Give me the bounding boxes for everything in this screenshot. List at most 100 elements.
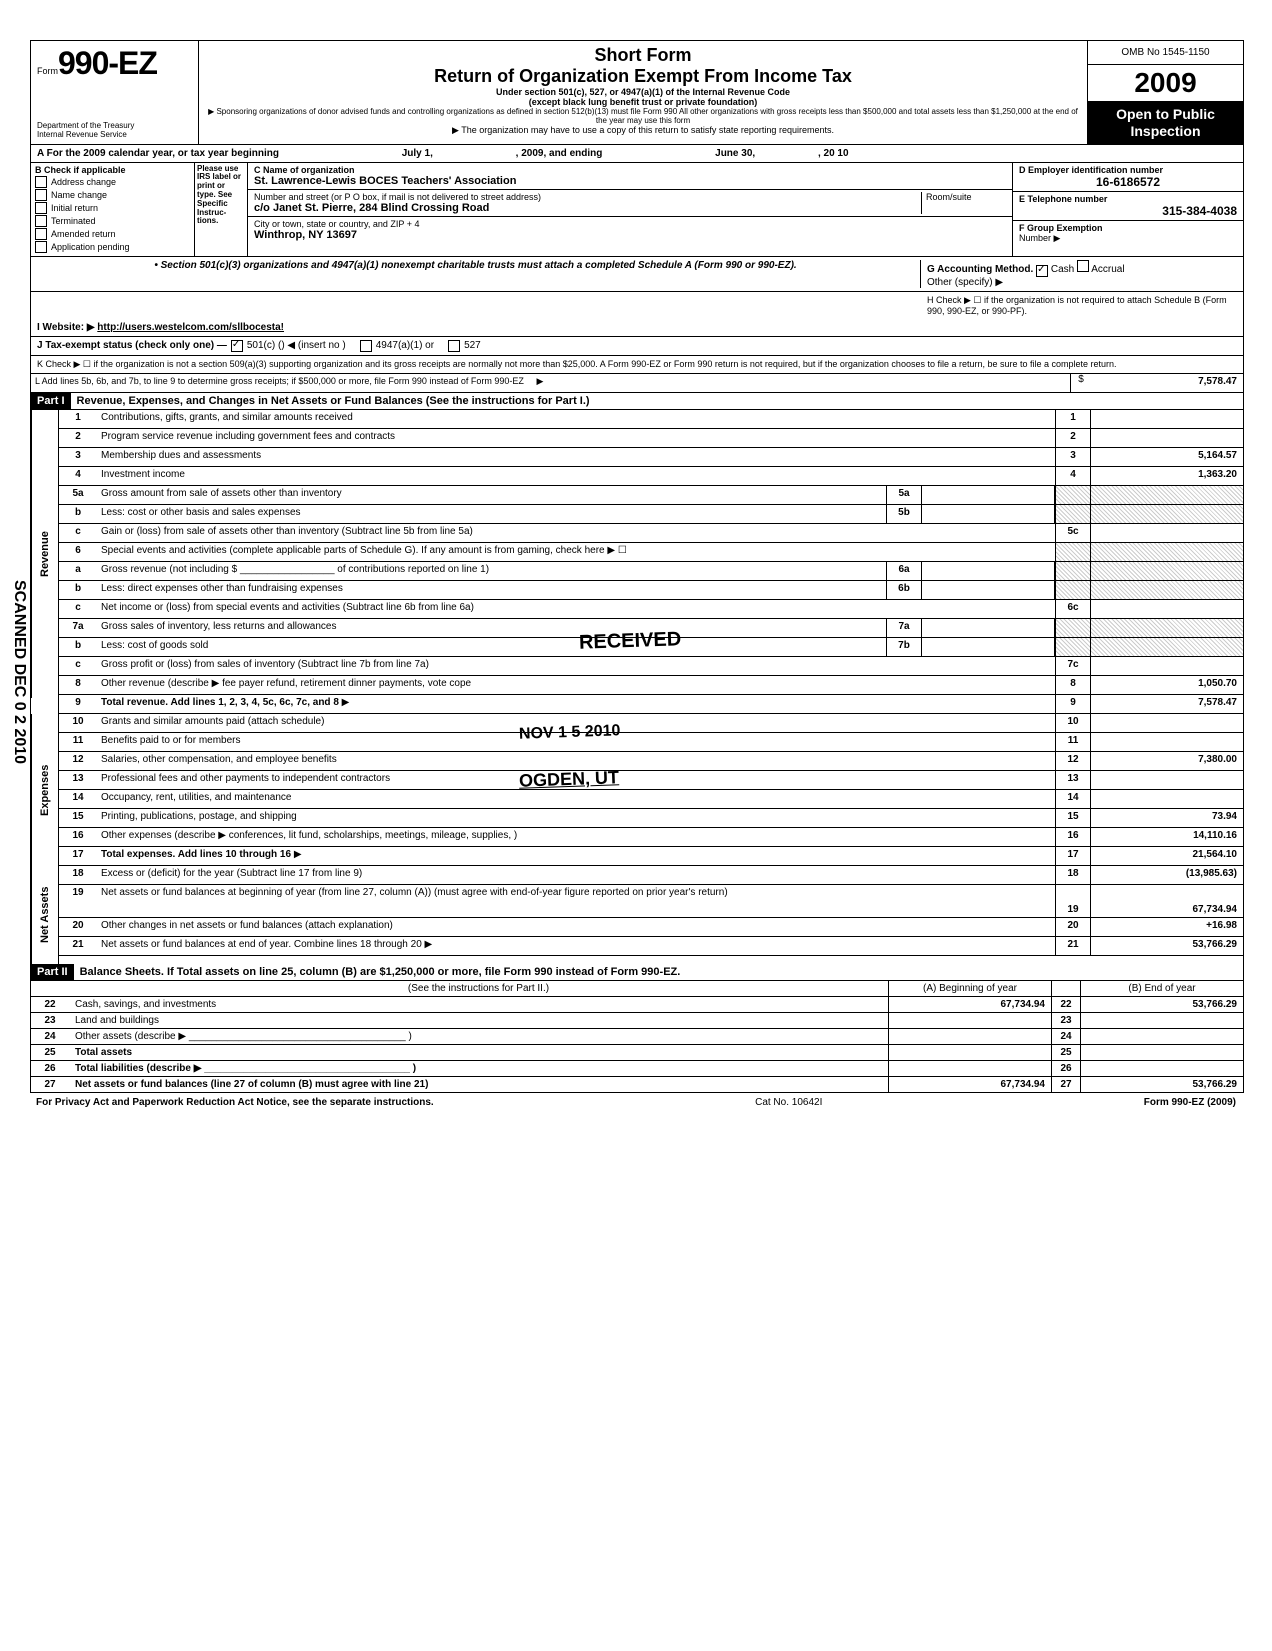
phone: 315-384-4038 <box>1019 204 1237 218</box>
line-7a: Gross sales of inventory, less returns a… <box>97 619 886 637</box>
line-5c: Gain or (loss) from sale of assets other… <box>97 524 1055 542</box>
phone-label: E Telephone number <box>1019 194 1237 204</box>
line-25: Total assets <box>69 1045 888 1060</box>
section-de: D Employer identification number 16-6186… <box>1012 163 1243 256</box>
ein-label: D Employer identification number <box>1019 165 1237 175</box>
section-b: B Check if applicable Address change Nam… <box>31 163 195 256</box>
section-g: G Accounting Method. Cash Accrual Other … <box>920 260 1237 288</box>
line-6c: Net income or (loss) from special events… <box>97 600 1055 618</box>
line-18: Excess or (deficit) for the year (Subtra… <box>97 866 1055 884</box>
part2-title: Balance Sheets. If Total assets on line … <box>74 964 1243 980</box>
header-right: OMB No 1545-1150 2009 Open to Public Ins… <box>1087 41 1243 144</box>
open-public: Open to Public Inspection <box>1088 102 1243 144</box>
line-14: Occupancy, rent, utilities, and maintena… <box>97 790 1055 808</box>
title-main: Return of Organization Exempt From Incom… <box>207 66 1079 87</box>
col-b-header: (B) End of year <box>1080 981 1243 996</box>
website-url: http://users.westelcom.com/sllbocesta! <box>97 322 284 333</box>
line-15: Printing, publications, postage, and shi… <box>97 809 1055 827</box>
line-7c: Gross profit or (loss) from sales of inv… <box>97 657 1055 675</box>
footer-privacy: For Privacy Act and Paperwork Reduction … <box>36 1097 434 1108</box>
form-header: Form 990-EZ Department of the Treasury I… <box>31 41 1243 145</box>
footer-form: Form 990-EZ (2009) <box>1144 1097 1236 1108</box>
form-990ez: Form 990-EZ Department of the Treasury I… <box>30 40 1244 1093</box>
dept-irs: Internal Revenue Service <box>37 131 192 140</box>
expenses-group: Expenses NOV 1 5 2010 OGDEN, UT 10Grants… <box>31 714 1243 866</box>
line-24: Other assets (describe ▶ _______________… <box>69 1029 888 1044</box>
check-501c[interactable] <box>231 340 243 352</box>
line-a: A For the 2009 calendar year, or tax yea… <box>31 145 1243 163</box>
check-accrual[interactable] <box>1077 260 1089 272</box>
year-prefix: 20 <box>1134 67 1165 98</box>
section-bcd: B Check if applicable Address change Nam… <box>31 163 1243 257</box>
check-address[interactable]: Address change <box>35 176 190 188</box>
line-4: Investment income <box>97 467 1055 485</box>
part2-see: (See the instructions for Part II.) <box>69 981 888 996</box>
room-label: Room/suite <box>921 192 1006 214</box>
netassets-side: Net Assets <box>31 866 58 964</box>
l-value: 7,578.47 <box>1091 374 1243 392</box>
section-j: J Tax-exempt status (check only one) — 5… <box>31 337 1243 356</box>
street: c/o Janet St. Pierre, 284 Blind Crossing… <box>254 202 921 214</box>
row-website: I Website: ▶ http://users.westelcom.com/… <box>31 319 1243 337</box>
check-name[interactable]: Name change <box>35 189 190 201</box>
header-left: Form 990-EZ Department of the Treasury I… <box>31 41 199 144</box>
year-bold: 09 <box>1166 67 1197 98</box>
footer: For Privacy Act and Paperwork Reduction … <box>30 1093 1242 1112</box>
footer-cat: Cat No. 10642I <box>755 1097 822 1108</box>
check-4947[interactable] <box>360 340 372 352</box>
tax-year: 2009 <box>1088 65 1243 102</box>
check-terminated[interactable]: Terminated <box>35 215 190 227</box>
subtitle-2: (except black lung benefit trust or priv… <box>207 97 1079 107</box>
part1-title: Revenue, Expenses, and Changes in Net As… <box>71 393 1243 409</box>
line-a-endyear: , 20 10 <box>818 148 849 159</box>
check-cash[interactable] <box>1036 265 1048 277</box>
line-a-label: A For the 2009 calendar year, or tax yea… <box>37 148 279 159</box>
street-label: Number and street (or P O box, if mail i… <box>254 192 921 202</box>
line-a-begin: July 1, <box>402 148 433 159</box>
line-7b: Less: cost of goods sold <box>97 638 886 656</box>
revenue-group: Revenue RECEIVED 1Contributions, gifts, … <box>31 410 1243 714</box>
line-2: Program service revenue including govern… <box>97 429 1055 447</box>
bullet-501: • Section 501(c)(3) organizations and 49… <box>37 260 914 288</box>
row-501-g: • Section 501(c)(3) organizations and 49… <box>31 257 1243 292</box>
check-amended[interactable]: Amended return <box>35 228 190 240</box>
please-label: Please use IRS label or print or type. S… <box>195 163 248 256</box>
group-sub: Number ▶ <box>1019 233 1237 244</box>
line-a-mid: , 2009, and ending <box>516 148 603 159</box>
line-3: Membership dues and assessments <box>97 448 1055 466</box>
subtitle-1: Under section 501(c), 527, or 4947(a)(1)… <box>207 87 1079 97</box>
form-label: Form <box>37 66 58 76</box>
line-11: Benefits paid to or for members <box>97 733 1055 751</box>
copy-note: ▶ The organization may have to use a cop… <box>207 125 1079 136</box>
name-label: C Name of organization <box>254 165 1006 175</box>
line-23: Land and buildings <box>69 1013 888 1028</box>
check-527[interactable] <box>448 340 460 352</box>
line-12: Salaries, other compensation, and employ… <box>97 752 1055 770</box>
line-20: Other changes in net assets or fund bala… <box>97 918 1055 936</box>
net-assets-group: Net Assets 18Excess or (deficit) for the… <box>31 866 1243 964</box>
l-text: L Add lines 5b, 6b, and 7b, to line 9 to… <box>35 376 524 386</box>
section-c: C Name of organization St. Lawrence-Lewi… <box>248 163 1012 256</box>
revenue-side: Revenue <box>31 410 58 698</box>
col-a-header: (A) Beginning of year <box>888 981 1051 996</box>
scanned-stamp: SCANNED DEC 0 2 2010 <box>10 580 28 764</box>
ein: 16-6186572 <box>1019 175 1237 189</box>
check-initial[interactable]: Initial return <box>35 202 190 214</box>
line-16: Other expenses (describe ▶ conferences, … <box>97 828 1055 846</box>
line-6: Special events and activities (complete … <box>97 543 1055 561</box>
section-l: L Add lines 5b, 6b, and 7b, to line 9 to… <box>31 374 1243 393</box>
part-2-header: Part II Balance Sheets. If Total assets … <box>31 964 1243 981</box>
form-number: 990-EZ <box>58 45 157 82</box>
title-short: Short Form <box>207 45 1079 66</box>
check-pending[interactable]: Application pending <box>35 241 190 253</box>
org-name: St. Lawrence-Lewis BOCES Teachers' Assoc… <box>254 175 1006 187</box>
part-1-header: Part I Revenue, Expenses, and Changes in… <box>31 393 1243 410</box>
line-6a: Gross revenue (not including $ _________… <box>97 562 886 580</box>
header-center: Short Form Return of Organization Exempt… <box>199 41 1087 144</box>
city-label: City or town, state or country, and ZIP … <box>254 219 1006 229</box>
group-label: F Group Exemption <box>1019 223 1237 233</box>
balance-header: (See the instructions for Part II.) (A) … <box>31 981 1243 997</box>
line-19: Net assets or fund balances at beginning… <box>97 885 1055 917</box>
line-9: Total revenue. Add lines 1, 2, 3, 4, 5c,… <box>101 697 339 708</box>
g-label: G Accounting Method. <box>927 264 1033 275</box>
